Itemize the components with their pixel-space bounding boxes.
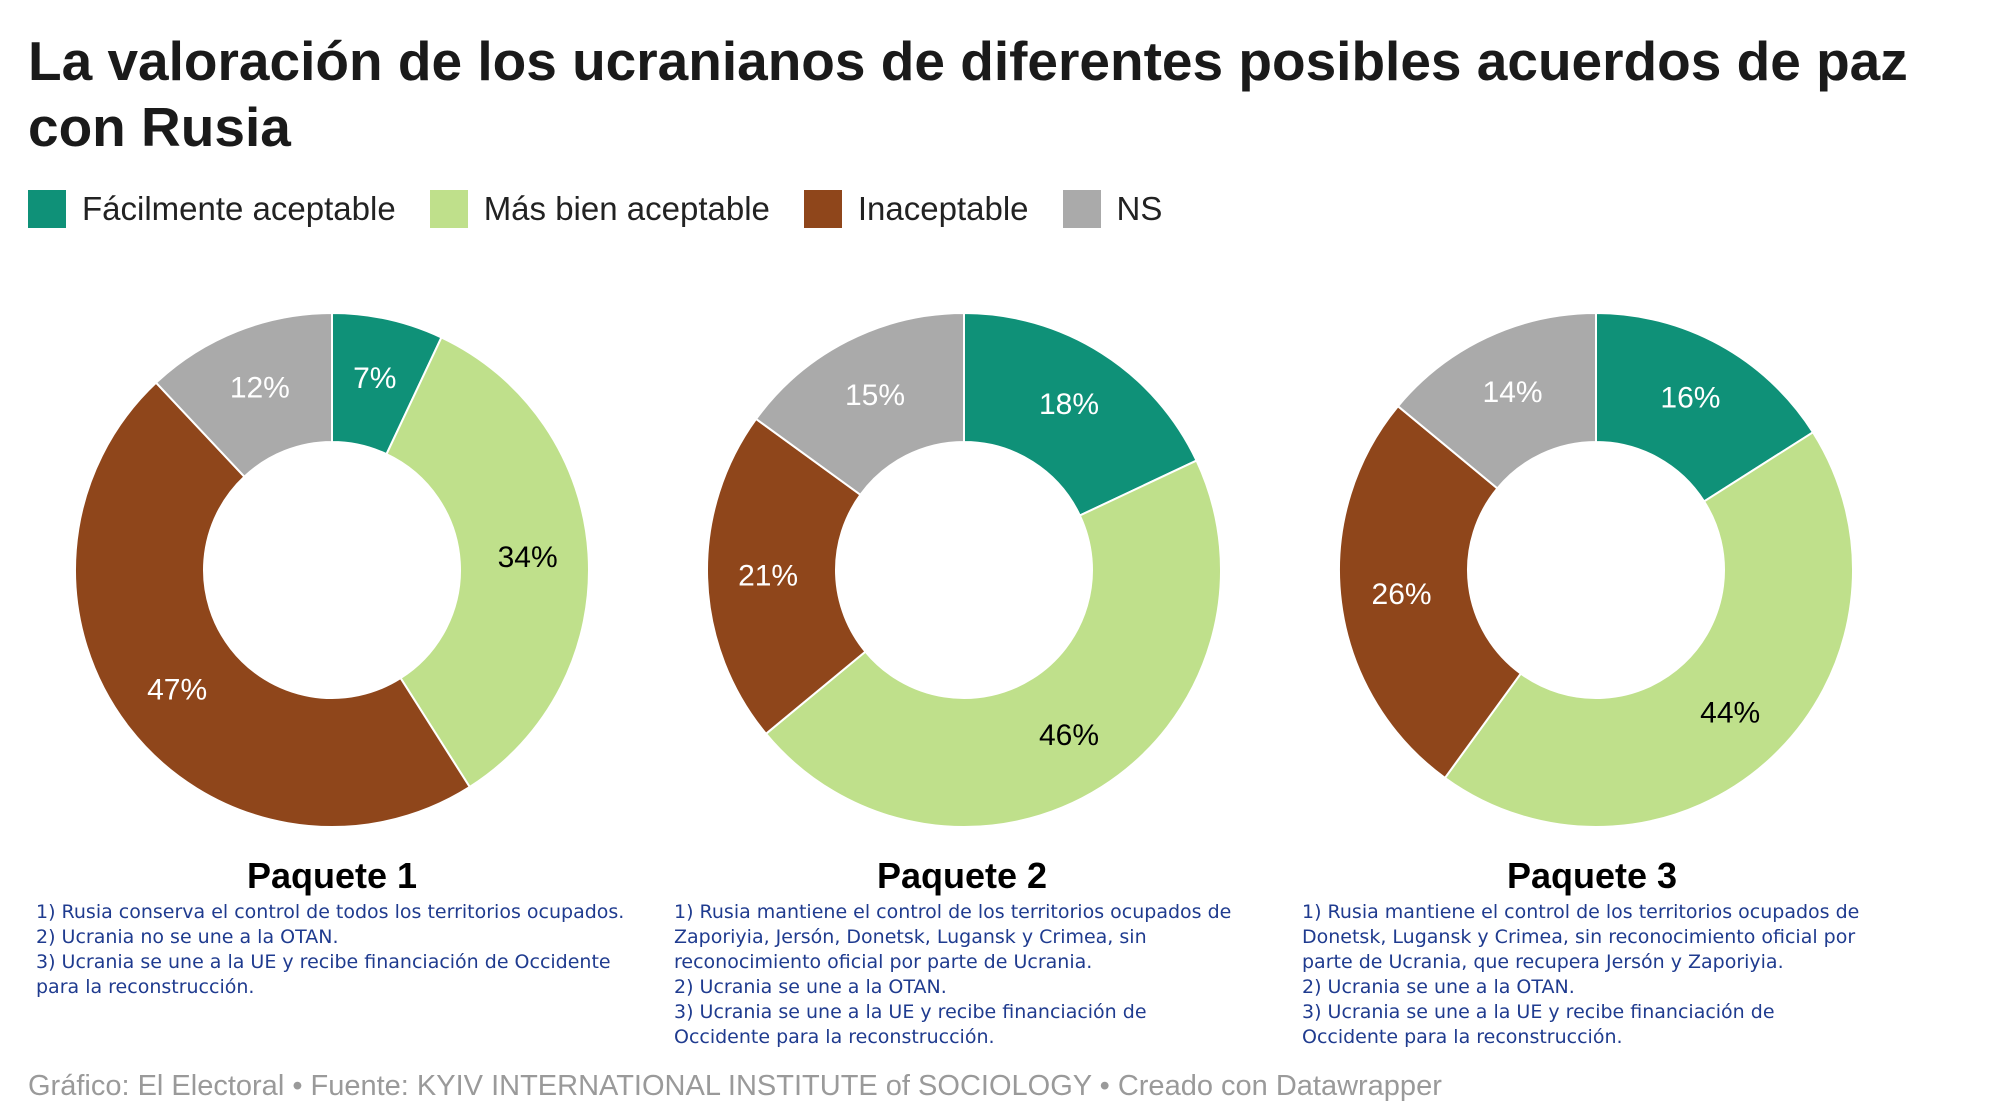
donut-charts: 7% 34% 47% 12% 18% 46% 21% 15% 16% 44% 26% 14% (0, 250, 2001, 900)
legend-label: Fácilmente aceptable (82, 190, 396, 227)
slice-label-ns: 12% (230, 371, 290, 404)
description-line: parte de Ucrania, que recupera Jersón y … (1302, 951, 1784, 973)
source-footer: Gráfico: El Electoral • Fuente: KYIV INT… (28, 1070, 1442, 1102)
slice-label-facilmente-aceptable: 18% (1039, 388, 1099, 421)
panel-description-2: 1) Rusia mantiene el control de los terr… (674, 900, 1274, 1050)
slice-label-inaceptable: 26% (1372, 578, 1432, 611)
legend-label: Más bien aceptable (483, 190, 770, 227)
description-line: reconocimiento oficial por parte de Ucra… (674, 951, 1093, 973)
description-line: 3) Ucrania se une a la UE y recibe finan… (36, 951, 611, 973)
slice-inaceptable (74, 381, 472, 828)
slice-label-facilmente-aceptable: 16% (1660, 382, 1720, 415)
donut-chart-2: 18% 46% 21% 15% (706, 311, 1222, 828)
panel-title-paquete-3: Paquete 3 (1506, 855, 1678, 896)
description-line: 2) Ucrania se une a la OTAN. (674, 976, 947, 998)
slice-label-mas-bien-aceptable: 44% (1700, 696, 1760, 729)
slice-ns (1396, 311, 1597, 490)
slice-label-inaceptable: 21% (738, 560, 798, 593)
description-line: 3) Ucrania se une a la UE y recibe finan… (1302, 1001, 1775, 1023)
slice-mas-bien-aceptable (385, 336, 590, 789)
slice-label-mas-bien-aceptable: 46% (1039, 719, 1099, 752)
legend-item-mas-bien-aceptable: Más bien aceptable (429, 190, 770, 228)
legend-swatch (429, 190, 468, 228)
slice-ns (154, 311, 333, 479)
slice-inaceptable (706, 417, 867, 736)
slice-facilmente-aceptable (1595, 311, 1815, 503)
description-line: 1) Rusia mantiene el control de los terr… (1302, 901, 1860, 923)
description-line: 2) Ucrania no se une a la OTAN. (36, 926, 339, 948)
slice-mas-bien-aceptable (1443, 430, 1854, 828)
description-line: 1) Rusia conserva el control de todos lo… (36, 901, 625, 923)
description-line: para la reconstrucción. (36, 976, 255, 998)
slice-ns (754, 311, 965, 497)
legend-item-facilmente-aceptable: Fácilmente aceptable (28, 190, 396, 228)
description-line: Zaporiyia, Jersón, Donetsk, Lugansk y Cr… (674, 926, 1147, 948)
description-line: Occidente para la reconstrucción. (1302, 1026, 1623, 1048)
chart-title: La valoración de los ucranianos de difer… (28, 30, 1908, 158)
legend-label: NS (1116, 190, 1163, 227)
legend-swatch (1062, 190, 1101, 228)
description-line: 2) Ucrania se une a la OTAN. (1302, 976, 1575, 998)
legend-label: Inaceptable (857, 190, 1029, 227)
donut-charts-svg: 7% 34% 47% 12% 18% 46% 21% 15% 16% 44% 26% 14% (74, 311, 1854, 828)
slice-facilmente-aceptable (963, 311, 1198, 517)
panel-description-1: 1) Rusia conserva el control de todos lo… (36, 900, 636, 1000)
donut-chart-1: 7% 34% 47% 12% (74, 311, 590, 828)
description-line: Occidente para la reconstrucción. (674, 1026, 995, 1048)
slice-label-mas-bien-aceptable: 34% (498, 541, 558, 574)
slice-label-inaceptable: 47% (147, 674, 207, 707)
slice-inaceptable (1338, 404, 1523, 780)
legend-swatch (28, 190, 66, 228)
slice-label-facilmente-aceptable: 7% (353, 362, 396, 395)
legend-swatch (803, 190, 842, 228)
panel-title-paquete-2: Paquete 2 (876, 855, 1048, 896)
description-line: Donetsk, Lugansk y Crimea, sin reconocim… (1302, 926, 1856, 948)
panel-title-paquete-1: Paquete 1 (246, 855, 418, 896)
slice-label-ns: 15% (845, 379, 905, 412)
legend: Fácilmente aceptable Más bien aceptable … (28, 190, 1196, 228)
donut-chart-3: 16% 44% 26% 14% (1338, 311, 1854, 828)
description-line: 3) Ucrania se une a la UE y recibe finan… (674, 1001, 1147, 1023)
slice-mas-bien-aceptable (764, 459, 1222, 828)
description-line: 1) Rusia mantiene el control de los terr… (674, 901, 1232, 923)
legend-item-inaceptable: Inaceptable (803, 190, 1029, 228)
panel-description-3: 1) Rusia mantiene el control de los terr… (1302, 900, 1902, 1050)
slice-label-ns: 14% (1483, 376, 1543, 409)
legend-item-ns: NS (1062, 190, 1163, 228)
